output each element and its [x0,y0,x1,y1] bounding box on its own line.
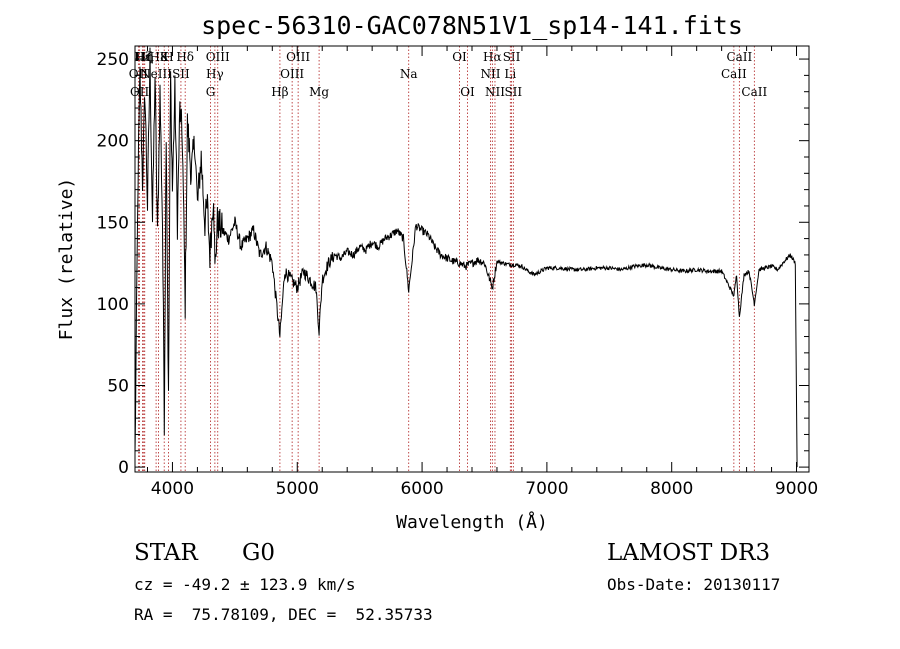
reference-line-label: SII [503,50,521,64]
object-class: STAR [134,540,198,566]
y-tick-label: 150 [97,213,129,233]
reference-line-label: Hδ [176,50,194,64]
reference-line-label: Na [400,67,418,81]
x-tick-label: 9000 [775,479,818,499]
reference-line-label: SII [504,85,522,99]
y-tick-label: 50 [107,376,129,396]
reference-line-label: K [160,50,170,64]
y-tick-label: 200 [97,132,129,152]
reference-line-label: H8 [150,50,168,64]
y-axis-label: Flux (relative) [56,178,77,341]
y-tick-label: 0 [118,458,129,478]
y-tick-label: 250 [97,50,129,70]
y-tick-label: 100 [97,295,129,315]
reference-line-label: H [163,50,173,64]
reference-line-label: OI [452,50,467,64]
reference-line-label: CaII [726,50,752,64]
reference-line-label: NII [485,85,505,99]
reference-line-label: Hη [136,50,154,64]
reference-line-label: NII [480,67,500,81]
object-subclass: G0 [242,540,276,566]
reference-line-label: NeIII [140,67,172,81]
x-tick-label: 6000 [400,479,443,499]
reference-line-label: OIII [280,67,304,81]
survey-name: LAMOST DR3 [607,540,771,566]
reference-line-label: Hγ [206,67,224,81]
reference-line-label: OIII [206,50,230,64]
reference-line-label: CaII [721,67,747,81]
spectrum-line [134,47,798,468]
x-tick-label: 8000 [650,479,693,499]
x-axis-ticks: 4000 5000 6000 7000 8000 9000 [146,46,818,499]
reference-line-label: Hα [483,50,502,64]
reference-line-label: Li [504,67,516,81]
coordinates: RA = 75.78109, DEC = 52.35733 [134,605,433,624]
reference-line-label: OII [129,67,149,81]
chart-title: spec-56310-GAC078N51V1_sp14-141.fits [201,11,743,40]
reference-line-label: OI [460,85,475,99]
plot-frame [134,45,810,473]
reference-line-label: OIII [286,50,310,64]
velocity-readout: cz = -49.2 ± 123.9 km/s [134,575,356,594]
reference-line-label: Hβ [271,85,288,99]
y-axis-ticks: 0 50 100 150 200 250 [97,50,809,478]
x-tick-label: 4000 [151,479,194,499]
reference-line-label: CaII [741,85,767,99]
x-axis-label: Wavelength (Å) [396,511,548,533]
reference-line-label: G [206,85,216,99]
obs-date: Obs-Date: 20130117 [607,575,781,594]
reference-line-label: Mg [309,85,329,99]
x-tick-label: 7000 [525,479,568,499]
x-tick-label: 5000 [276,479,319,499]
